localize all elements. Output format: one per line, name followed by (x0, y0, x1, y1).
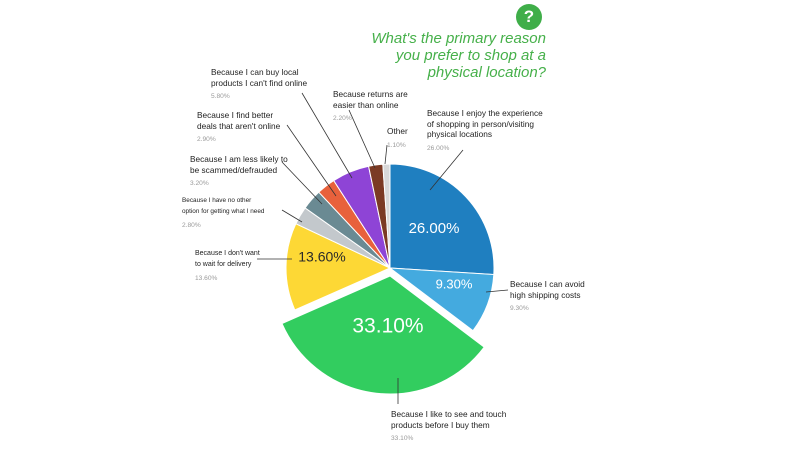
slice-label-line: to wait for delivery (195, 260, 252, 268)
slice-percent-local: 5.80% (211, 93, 230, 100)
slice-percent-other: 1.10% (387, 141, 406, 149)
leader-line-returns (348, 109, 376, 169)
leader-line-scammed (281, 161, 323, 205)
slice-label-returns: Because returns are easier than online 2.2… (333, 89, 408, 125)
slice-percent-touch: 33.10% (391, 435, 414, 442)
slice-label-local: Because I can buy local products I can't … (211, 67, 307, 103)
slice-inner-label-experience: 26.00% (409, 220, 460, 237)
slice-label-line: Because I am less likely to (190, 154, 288, 164)
slice-label-line: Other (387, 126, 408, 136)
slice-inner-label-touch: 33.10% (352, 315, 423, 338)
pie-slice-delivery (285, 223, 392, 311)
slice-percent-delivery: 13.60% (195, 275, 218, 282)
slice-percent-scammed: 3.20% (190, 180, 209, 187)
slice-label-line: products I can't find online (211, 77, 308, 88)
slice-label-deals: Because I find better deals that aren't o… (197, 110, 280, 146)
slice-label-line: of shopping in person/visiting (427, 118, 535, 129)
slice-label-line: Because returns are (333, 89, 408, 99)
question-icon: ? (516, 4, 542, 30)
slice-label-no_other: Because I have no other option for gettin… (182, 196, 264, 232)
slice-label-line: option for getting what I need (182, 207, 265, 215)
slice-label-delivery: Because I don't want to wait for delivery… (195, 249, 260, 285)
slice-label-experience: Because I enjoy the experience of shoppin… (427, 108, 543, 154)
slice-inner-label-shipping: 9.30% (436, 276, 473, 291)
leader-line-shipping (485, 289, 509, 293)
slice-label-line: easier than online (333, 99, 399, 110)
leader-line-other (384, 144, 388, 165)
pie-slice-experience (389, 163, 495, 276)
slice-label-line: Because I enjoy the experience (427, 108, 543, 118)
slice-percent-shipping: 9.30% (510, 305, 529, 312)
pie-slice-shipping (388, 267, 495, 332)
leader-line-no_other (281, 209, 303, 223)
slice-label-line: high shipping costs (510, 289, 581, 300)
leader-line-deals (286, 124, 337, 197)
slice-label-line: deals that aren't online (197, 120, 281, 131)
slice-label-other: Other 1.10% (387, 126, 408, 151)
chart-title-line-3: physical location? (427, 64, 546, 81)
pie-slice-touch (281, 275, 485, 395)
chart-title-line-1: What's the primary reason (371, 30, 546, 47)
chart-title: What's the primary reason you prefer to … (286, 30, 546, 81)
slice-label-line: Because I can buy local (211, 67, 299, 77)
slice-label-line: products before I buy them (391, 419, 490, 430)
slice-label-line: Because I like to see and touch (391, 409, 507, 419)
leader-line-experience (429, 149, 464, 191)
slice-label-line: Because I can avoid (510, 279, 585, 289)
slice-label-line: Because I don't want (195, 250, 260, 257)
slice-label-shipping: Because I can avoid high shipping costs 9.… (510, 279, 585, 315)
slice-label-touch: Because I like to see and touch products … (391, 409, 506, 445)
slice-percent-no_other: 2.80% (182, 222, 201, 229)
slice-percent-returns: 2.20% (333, 115, 352, 122)
slice-label-line: physical locations (427, 129, 493, 139)
slice-label-line: be scammed/defrauded (190, 164, 278, 175)
slice-label-line: Because I have no other (182, 197, 252, 204)
slice-inner-label-delivery: 13.60% (298, 249, 345, 265)
slice-percent-deals: 2.90% (197, 136, 216, 143)
slice-label-scammed: Because I am less likely to be scammed/de… (190, 154, 288, 190)
pie-slice-other (382, 163, 391, 269)
chart-title-line-2: you prefer to shop at a (395, 47, 546, 64)
slice-percent-experience: 26.00% (427, 144, 450, 152)
slice-label-line: Because I find better (197, 110, 274, 120)
leader-line-local (301, 92, 353, 179)
